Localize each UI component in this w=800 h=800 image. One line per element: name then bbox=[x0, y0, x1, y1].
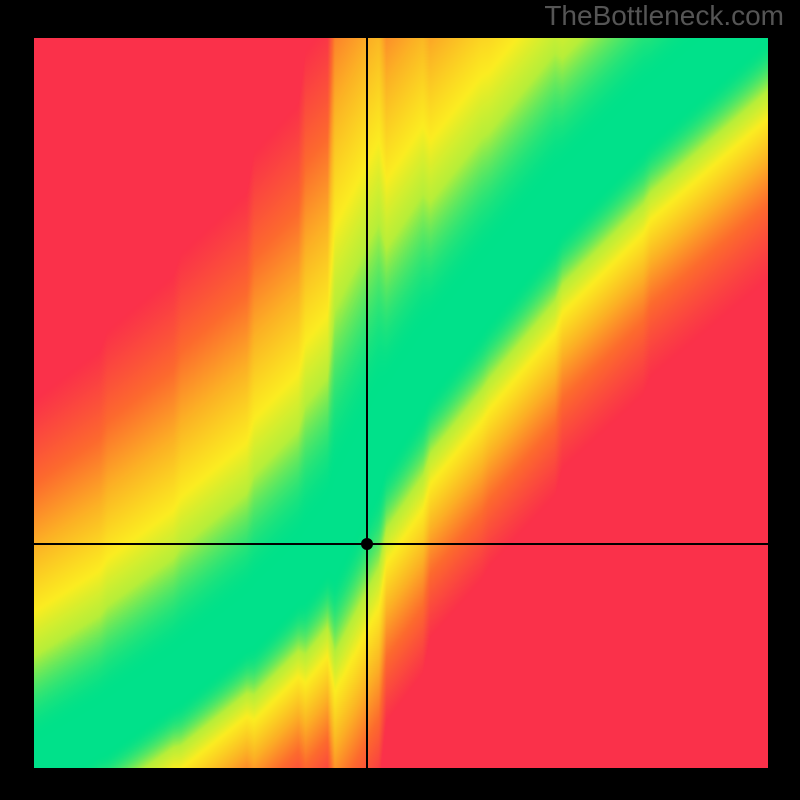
frame-bottom bbox=[0, 768, 800, 800]
bottleneck-heatmap bbox=[34, 38, 768, 768]
crosshair-vertical bbox=[366, 38, 368, 768]
crosshair-marker bbox=[361, 538, 373, 550]
attribution-text: TheBottleneck.com bbox=[544, 0, 784, 32]
chart-page: { "attribution": "TheBottleneck.com", "a… bbox=[0, 0, 800, 800]
frame-right bbox=[768, 0, 800, 800]
frame-left bbox=[0, 0, 34, 800]
crosshair-horizontal bbox=[34, 543, 768, 545]
